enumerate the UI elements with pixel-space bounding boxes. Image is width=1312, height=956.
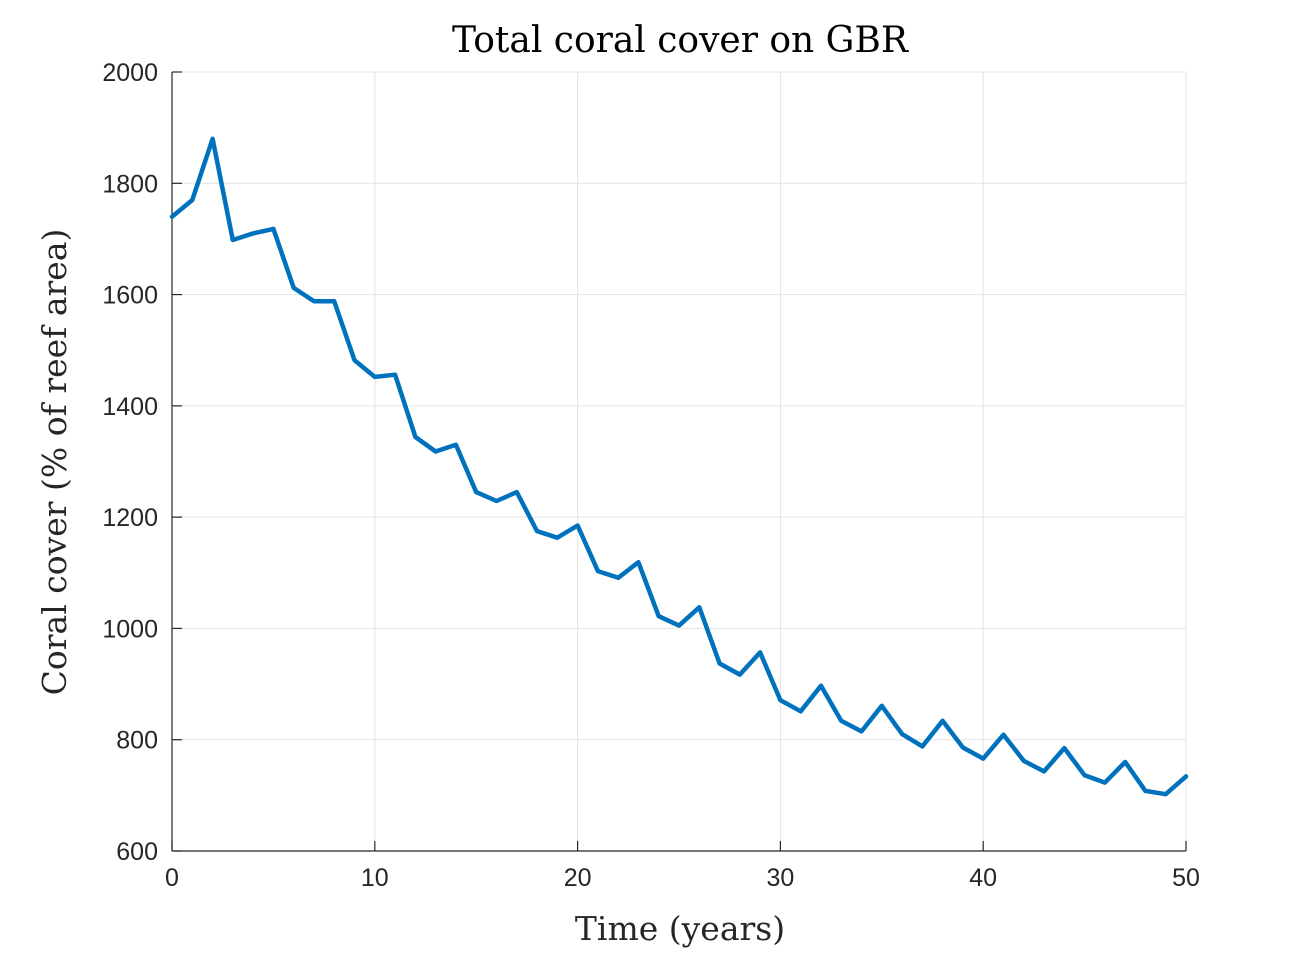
x-tick-label: 50	[1172, 864, 1200, 892]
y-tick-label: 800	[116, 727, 158, 755]
series-layer	[169, 136, 1189, 797]
x-axis-label: Time (years)	[575, 909, 785, 948]
y-tick-label: 2000	[102, 59, 158, 87]
x-tick-label: 30	[766, 864, 794, 892]
y-tick-label: 600	[116, 838, 158, 866]
x-tick-label: 20	[564, 864, 592, 892]
series-line	[169, 136, 1189, 797]
grid-lines	[172, 71, 1187, 851]
x-tick-label: 40	[969, 864, 997, 892]
y-axis-label: Coral cover (% of reef area)	[35, 229, 74, 696]
y-tick-label: 1400	[102, 393, 158, 421]
y-tick-label: 1600	[102, 282, 158, 310]
axes	[171, 71, 1187, 852]
y-tick-label: 1800	[102, 170, 158, 198]
tick-labels: 0 10 20 30 40 50 600 800 1000 1200 1400 1600 1800 200…	[102, 59, 1200, 892]
y-tick-label: 1200	[102, 504, 158, 532]
x-tick-label: 10	[361, 864, 389, 892]
x-tick-label: 0	[165, 864, 179, 892]
chart-title: Total coral cover on GBR	[452, 20, 909, 61]
y-tick-label: 1000	[102, 615, 158, 643]
